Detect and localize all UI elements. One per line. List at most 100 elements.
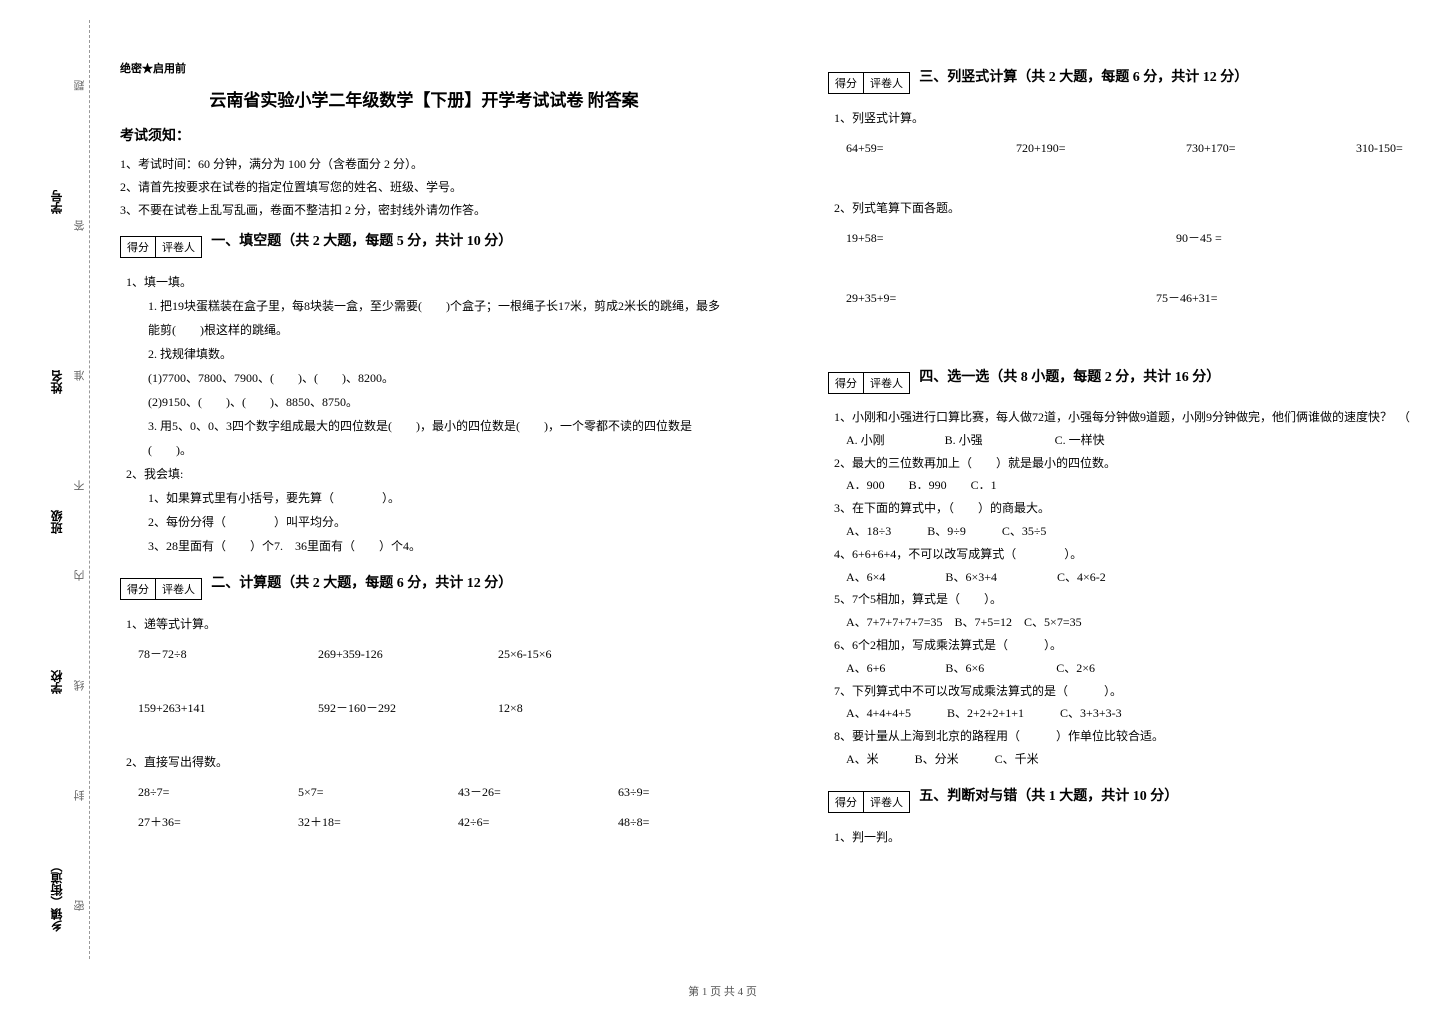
confidential-mark: 绝密★启用前 <box>120 60 728 76</box>
seal-bu: 不 <box>72 480 88 491</box>
notice-3: 3、不要在试卷上乱写乱画，卷面不整洁扣 2 分，密封线外请勿作答。 <box>120 201 728 218</box>
bind-label-school: 学校 <box>48 670 65 694</box>
expr: 29+35+9= <box>846 286 956 310</box>
expr: 310-150= <box>1356 136 1445 160</box>
section-4-header: 得分 评卷人 四、选一选（共 8 小题，每题 2 分，共计 16 分） <box>828 360 1445 398</box>
bind-label-id: 学号 <box>48 190 65 214</box>
section-1-header: 得分 评卷人 一、填空题（共 2 大题，每题 5 分，共计 10 分） <box>120 224 728 262</box>
s4-item: 7、下列算式中不可以改写成乘法算式的是（ ）。 <box>834 680 1445 703</box>
section-4-title: 四、选一选（共 8 小题，每题 2 分，共计 16 分） <box>919 366 1220 386</box>
section-5-header: 得分 评卷人 五、判断对与错（共 1 大题，共计 10 分） <box>828 779 1445 817</box>
expr: 78－72÷8 <box>138 642 248 666</box>
s4-item: A、18÷3 B、9÷9 C、35÷5 <box>834 520 1445 543</box>
s4-item: 1、小刚和小强进行口算比赛，每人做72道，小强每分钟做9道题，小刚9分钟做完，他… <box>834 406 1445 429</box>
expr: 19+58= <box>846 226 956 250</box>
score-box-5: 得分 评卷人 <box>828 791 910 813</box>
seal-zhun: 准 <box>72 370 88 381</box>
score-label: 得分 <box>121 237 156 257</box>
page-content: 绝密★启用前 云南省实验小学二年级数学【下册】开学考试试卷 附答案 考试须知： … <box>120 60 1420 960</box>
expr: 43－26= <box>458 780 568 804</box>
bind-label-class: 班级 <box>48 510 65 534</box>
s3-r3: 29+35+9= 75－46+31= <box>846 286 1445 310</box>
section-3-header: 得分 评卷人 三、列竖式计算（共 2 大题，每题 6 分，共计 12 分） <box>828 60 1445 98</box>
s4-body: 1、小刚和小强进行口算比赛，每人做72道，小强每分钟做9道题，小刚9分钟做完，他… <box>834 406 1445 771</box>
expr: 42÷6= <box>458 810 568 834</box>
binding-strip: 乡镇（街道） 学校 班级 姓名 学号 密 封 线 内 不 准 答 题 <box>40 20 90 959</box>
section-1-title: 一、填空题（共 2 大题，每题 5 分，共计 10 分） <box>211 230 512 250</box>
expr: 159+263+141 <box>138 696 248 720</box>
s2-r1: 78－72÷8 269+359-126 25×6-15×6 <box>138 642 728 666</box>
s1-q1: 1、填一填。 1. 把19块蛋糕装在盒子里，每8块装一盒，至少需要( )个盒子；… <box>126 270 728 558</box>
score-label: 得分 <box>829 373 864 393</box>
s4-item: 5、7个5相加，算式是（ ）。 <box>834 588 1445 611</box>
s1-q2-2: 2、每份分得（ ）叫平均分。 <box>148 510 728 534</box>
grader-label: 评卷人 <box>864 792 909 812</box>
seal-da: 答 <box>72 220 88 231</box>
s4-item: A、6×4 B、6×3+4 C、4×6-2 <box>834 566 1445 589</box>
score-box-3: 得分 评卷人 <box>828 72 910 94</box>
score-label: 得分 <box>829 792 864 812</box>
section-2-header: 得分 评卷人 二、计算题（共 2 大题，每题 6 分，共计 12 分） <box>120 566 728 604</box>
s2-r3: 28÷7= 5×7= 43－26= 63÷9= <box>138 780 728 804</box>
bind-label-name: 姓名 <box>48 370 65 394</box>
expr: 32＋18= <box>298 810 408 834</box>
notice-1: 1、考试时间：60 分钟，满分为 100 分（含卷面分 2 分）。 <box>120 155 728 172</box>
s3-q2-head: 2、列式笔算下面各题。 <box>834 196 1445 220</box>
expr: 25×6-15×6 <box>498 642 608 666</box>
s4-item: A、4+4+4+5 B、2+2+2+1+1 C、3+3+3-3 <box>834 702 1445 725</box>
s2-q2-head: 2、直接写出得数。 <box>126 750 728 774</box>
expr: 269+359-126 <box>318 642 428 666</box>
s1-q1-2a: (1)7700、7800、7900、( )、( )、8200。 <box>148 366 728 390</box>
s3-r2: 19+58= 90－45 = <box>846 226 1445 250</box>
page-footer: 第 1 页 共 4 页 <box>0 983 1445 999</box>
s1-q1-head: 1、填一填。 <box>126 270 728 294</box>
grader-label: 评卷人 <box>864 73 909 93</box>
expr: 64+59= <box>846 136 956 160</box>
expr: 63÷9= <box>618 780 728 804</box>
section-3-title: 三、列竖式计算（共 2 大题，每题 6 分，共计 12 分） <box>919 66 1248 86</box>
notice-2: 2、请首先按要求在试卷的指定位置填写您的姓名、班级、学号。 <box>120 178 728 195</box>
s5-body: 1、判一判。 <box>834 825 1445 849</box>
s4-item: A. 小刚 B. 小强 C. 一样快 <box>834 429 1445 452</box>
s1-q1-2b: (2)9150、( )、( )、8850、8750。 <box>148 390 728 414</box>
s4-item: 8、要计量从上海到北京的路程用（ ）作单位比较合适。 <box>834 725 1445 748</box>
s2-q1-head: 1、递等式计算。 <box>126 612 728 636</box>
right-column: 得分 评卷人 三、列竖式计算（共 2 大题，每题 6 分，共计 12 分） 1、… <box>828 60 1445 960</box>
s4-item: A、米 B、分米 C、千米 <box>834 748 1445 771</box>
expr: 592－160－292 <box>318 696 428 720</box>
seal-xian: 线 <box>72 680 88 691</box>
s2-r4: 27＋36= 32＋18= 42÷6= 48÷8= <box>138 810 728 834</box>
section-2-title: 二、计算题（共 2 大题，每题 6 分，共计 12 分） <box>211 572 512 592</box>
seal-mi: 密 <box>72 900 88 911</box>
s2-r2: 159+263+141 592－160－292 12×8 <box>138 696 728 720</box>
expr: 27＋36= <box>138 810 248 834</box>
s2-body: 1、递等式计算。 78－72÷8 269+359-126 25×6-15×6 1… <box>126 612 728 834</box>
s3-body: 1、列竖式计算。 64+59= 720+190= 730+170= 310-15… <box>834 106 1445 310</box>
score-box-4: 得分 评卷人 <box>828 372 910 394</box>
s4-item: A、7+7+7+7+7=35 B、7+5=12 C、5×7=35 <box>834 611 1445 634</box>
exam-title: 云南省实验小学二年级数学【下册】开学考试试卷 附答案 <box>120 86 728 111</box>
score-box-1: 得分 评卷人 <box>120 236 202 258</box>
s5-q1-head: 1、判一判。 <box>834 825 1445 849</box>
expr: 730+170= <box>1186 136 1296 160</box>
grader-label: 评卷人 <box>156 579 201 599</box>
expr: 90－45 = <box>1176 226 1286 250</box>
s4-item: A．900 B．990 C．1 <box>834 474 1445 497</box>
s3-r1: 64+59= 720+190= 730+170= 310-150= <box>846 136 1445 160</box>
s1-q2-3: 3、28里面有（ ）个7. 36里面有（ ）个4。 <box>148 534 728 558</box>
expr: 720+190= <box>1016 136 1126 160</box>
expr: 48÷8= <box>618 810 728 834</box>
s1-q1-3: 3. 用5、0、0、3四个数字组成最大的四位数是( )，最小的四位数是( )，一… <box>148 414 728 462</box>
s1-q2-head: 2、我会填: <box>126 462 728 486</box>
s3-q1-head: 1、列竖式计算。 <box>834 106 1445 130</box>
s4-item: 3、在下面的算式中，（ ）的商最大。 <box>834 497 1445 520</box>
expr: 75－46+31= <box>1156 286 1266 310</box>
seal-nei: 内 <box>72 570 88 581</box>
s1-q1-1: 1. 把19块蛋糕装在盒子里，每8块装一盒，至少需要( )个盒子；一根绳子长17… <box>148 294 728 342</box>
grader-label: 评卷人 <box>864 373 909 393</box>
score-label: 得分 <box>829 73 864 93</box>
notice-heading: 考试须知： <box>120 125 728 145</box>
expr: 12×8 <box>498 696 608 720</box>
score-label: 得分 <box>121 579 156 599</box>
expr: 28÷7= <box>138 780 248 804</box>
